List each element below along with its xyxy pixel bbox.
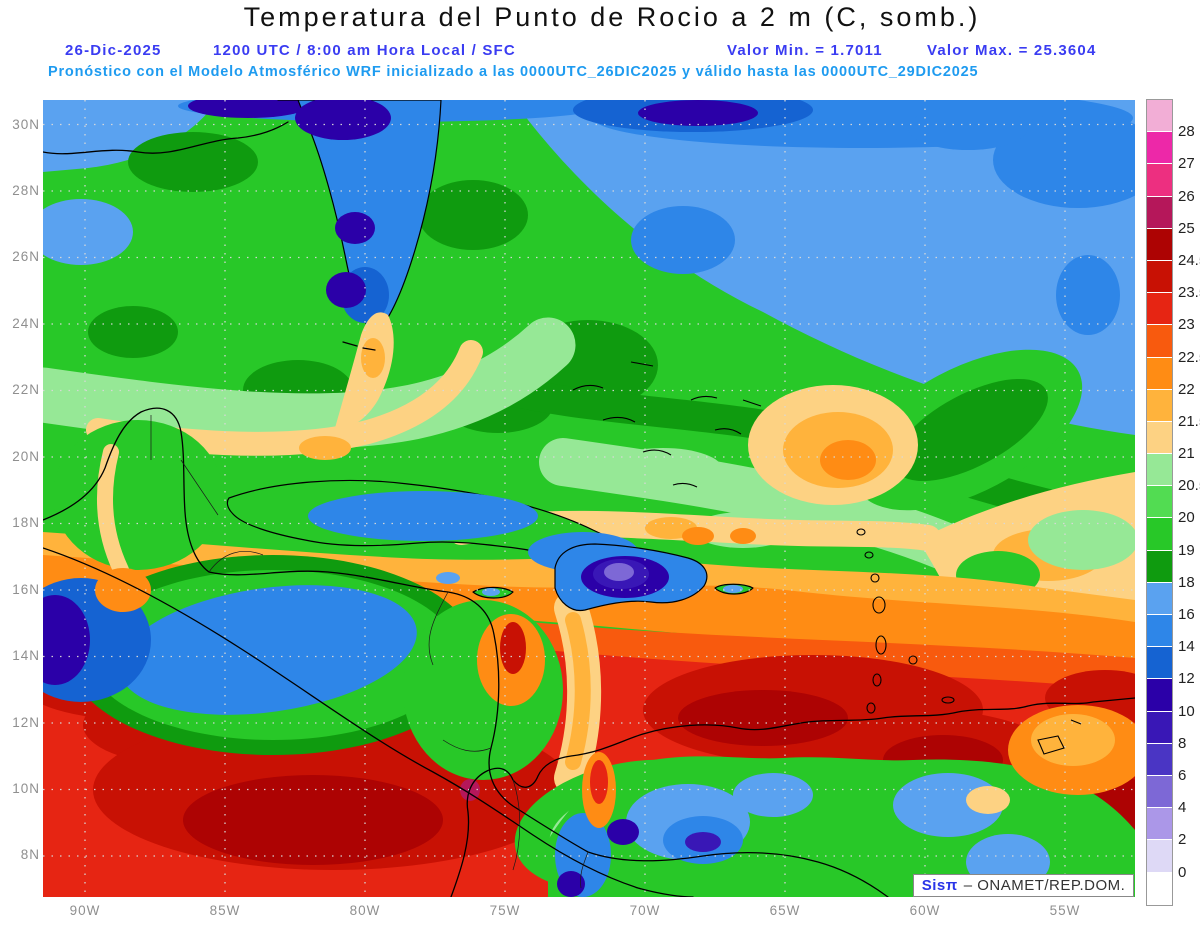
forecast-date: 26-Dic-2025 bbox=[65, 42, 162, 59]
dewpoint-contour-plot bbox=[43, 100, 1135, 897]
model-init-line: Pronóstico con el Modelo Atmosférico WRF… bbox=[48, 64, 979, 80]
watermark-org-label: – ONAMET/REP.DOM. bbox=[963, 877, 1126, 894]
lat-tick-label: 18N bbox=[12, 515, 40, 531]
lon-tick-label: 55W bbox=[1049, 903, 1081, 918]
lon-tick-label: 90W bbox=[69, 903, 101, 918]
colorbar-cell: 21 bbox=[1147, 421, 1195, 462]
lat-tick-label: 28N bbox=[12, 182, 40, 198]
colorbar-cell: 10 bbox=[1147, 679, 1195, 720]
watermark-badge: Sisπ – ONAMET/REP.DOM. bbox=[913, 874, 1134, 897]
lat-tick-label: 14N bbox=[12, 648, 40, 664]
colorbar-cell: 6 bbox=[1147, 743, 1186, 784]
colorbar-cell: 20.5 bbox=[1147, 454, 1200, 494]
colorbar-cell: 23.5 bbox=[1147, 260, 1200, 301]
colorbar-cell: 25 bbox=[1147, 196, 1195, 237]
forecast-hour: 1200 UTC / 8:00 am Hora Local / SFC bbox=[213, 42, 516, 59]
colorbar-tick-label: 12 bbox=[1178, 670, 1195, 688]
colorbar-tick-label: 8 bbox=[1178, 734, 1187, 752]
lon-tick-label: 60W bbox=[909, 903, 941, 918]
colorbar-tick-label: 0 bbox=[1178, 863, 1187, 881]
colorbar-cell: 2 bbox=[1147, 808, 1186, 848]
lon-tick-label: 70W bbox=[629, 903, 661, 918]
colorbar-tick-label: 2 bbox=[1178, 831, 1187, 849]
colorbar-cell: 12 bbox=[1147, 647, 1195, 687]
colorbar: 2827262524.523.52322.52221.52120.5201918… bbox=[1146, 99, 1200, 906]
colorbar-cell: 24.5 bbox=[1147, 228, 1200, 269]
colorbar-cell: 19 bbox=[1147, 518, 1195, 559]
lon-tick-label: 85W bbox=[209, 903, 241, 918]
colorbar-tick-label: 16 bbox=[1178, 606, 1195, 623]
colorbar-tick-label: 27 bbox=[1178, 155, 1195, 173]
colorbar-cell: 26 bbox=[1147, 164, 1195, 205]
colorbar-tick-label: 20 bbox=[1178, 509, 1195, 527]
colorbar-cell: 22.5 bbox=[1147, 325, 1200, 366]
colorbar-cell: 28 bbox=[1147, 100, 1195, 140]
colorbar-tick-label: 6 bbox=[1178, 766, 1187, 784]
lat-tick-label: 16N bbox=[12, 581, 40, 597]
lon-tick-label: 65W bbox=[769, 903, 801, 918]
colorbar-cell: 0 bbox=[1147, 840, 1186, 881]
lon-tick-label: 80W bbox=[349, 903, 381, 918]
forecast-map bbox=[43, 100, 1135, 897]
lat-tick-label: 26N bbox=[12, 249, 40, 265]
lat-tick-label: 22N bbox=[12, 382, 40, 398]
colorbar-tick-label: 14 bbox=[1178, 638, 1195, 656]
colorbar-tick-label: 10 bbox=[1178, 702, 1195, 720]
max-value-readout: Valor Max. = 25.3604 bbox=[927, 42, 1097, 59]
colorbar-tick-label: 21 bbox=[1178, 445, 1195, 463]
colorbar-tick-label: 28 bbox=[1178, 123, 1195, 141]
colorbar-tick-label: 22 bbox=[1178, 380, 1195, 398]
lon-tick-label: 75W bbox=[489, 903, 521, 918]
colorbar-tick-label: 26 bbox=[1178, 187, 1195, 205]
colorbar-cell: 14 bbox=[1147, 615, 1195, 655]
page-title: Temperatura del Punto de Rocio a 2 m (C,… bbox=[243, 2, 981, 32]
colorbar-cell: 8 bbox=[1147, 711, 1186, 752]
colorbar-cell: 23 bbox=[1147, 293, 1195, 333]
colorbar-cell: 20 bbox=[1147, 486, 1195, 526]
colorbar-cell: 21.5 bbox=[1147, 389, 1200, 430]
colorbar-tick-label: 20.5 bbox=[1178, 477, 1200, 495]
lat-tick-label: 8N bbox=[20, 847, 40, 863]
brand-logo: Sisπ bbox=[921, 877, 958, 894]
colorbar-tick-label: 21.5 bbox=[1178, 412, 1200, 430]
min-value-readout: Valor Min. = 1.7011 bbox=[727, 42, 883, 59]
lat-tick-label: 10N bbox=[12, 781, 40, 796]
colorbar-cell: 22 bbox=[1147, 357, 1195, 398]
coastlines bbox=[43, 121, 1135, 897]
colorbar-cell: 4 bbox=[1147, 775, 1186, 816]
colorbar-tick-label: 18 bbox=[1178, 573, 1195, 591]
colorbar-cell: 16 bbox=[1147, 582, 1195, 623]
colorbar-tick-label: 22.5 bbox=[1178, 348, 1200, 366]
colorbar-tick-label: 23.5 bbox=[1178, 284, 1200, 302]
lat-tick-label: 20N bbox=[12, 448, 40, 464]
colorbar-cell: 27 bbox=[1147, 132, 1195, 172]
lat-tick-label: 30N bbox=[12, 116, 40, 132]
colorbar-tick-label: 19 bbox=[1178, 541, 1195, 559]
colorbar-tick-label: 25 bbox=[1178, 219, 1195, 237]
graticule-grid bbox=[43, 100, 1135, 897]
colorbar-cell: 18 bbox=[1147, 550, 1195, 591]
lat-tick-label: 12N bbox=[12, 714, 40, 730]
colorbar-tick-label: 24.5 bbox=[1178, 251, 1200, 269]
colorbar-tick-label: 23 bbox=[1178, 316, 1195, 334]
lat-tick-label: 24N bbox=[12, 315, 40, 331]
colorbar-tick-label: 4 bbox=[1178, 799, 1187, 817]
colorbar-cell bbox=[1147, 872, 1172, 905]
